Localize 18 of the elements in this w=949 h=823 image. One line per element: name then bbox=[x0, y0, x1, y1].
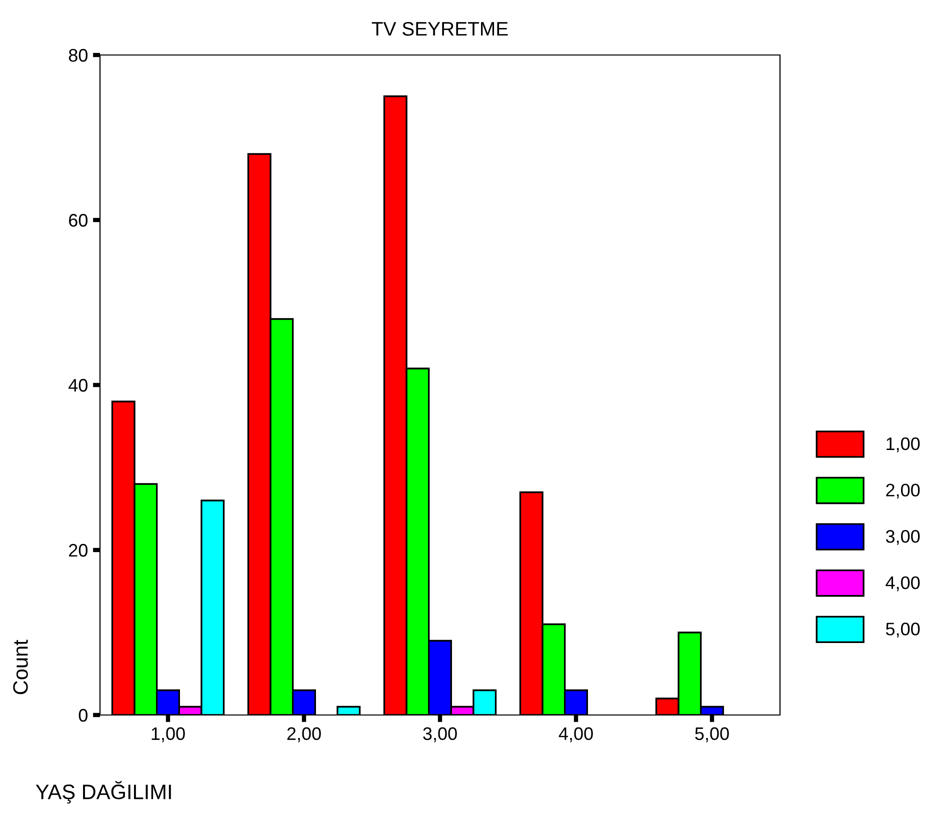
legend-label: 5,00 bbox=[886, 622, 920, 638]
y-tick-label: 60 bbox=[69, 214, 88, 227]
y-tick-label: 20 bbox=[69, 544, 88, 557]
x-tick-label: 1,00 bbox=[152, 727, 185, 742]
y-tick-label: 0 bbox=[78, 708, 88, 722]
legend-label: 3,00 bbox=[886, 530, 920, 545]
legend-label: 4,00 bbox=[886, 576, 920, 592]
y-tick-label: 80 bbox=[68, 48, 88, 62]
x-tick-label: 4,00 bbox=[558, 727, 593, 742]
y-tick-label: 40 bbox=[68, 378, 88, 392]
legend-label: 2,00 bbox=[886, 484, 920, 499]
chart-title: TV SEYRETME bbox=[372, 22, 508, 36]
x-axis-title: YAŞ DAĞILIMI bbox=[36, 781, 171, 804]
x-tick-label: 3,00 bbox=[423, 727, 457, 742]
x-tick-label: 5,00 bbox=[695, 727, 729, 742]
x-tick-label: 2,00 bbox=[287, 727, 321, 742]
y-axis-title: Count bbox=[13, 640, 28, 694]
legend-label: 1,00 bbox=[886, 437, 920, 452]
